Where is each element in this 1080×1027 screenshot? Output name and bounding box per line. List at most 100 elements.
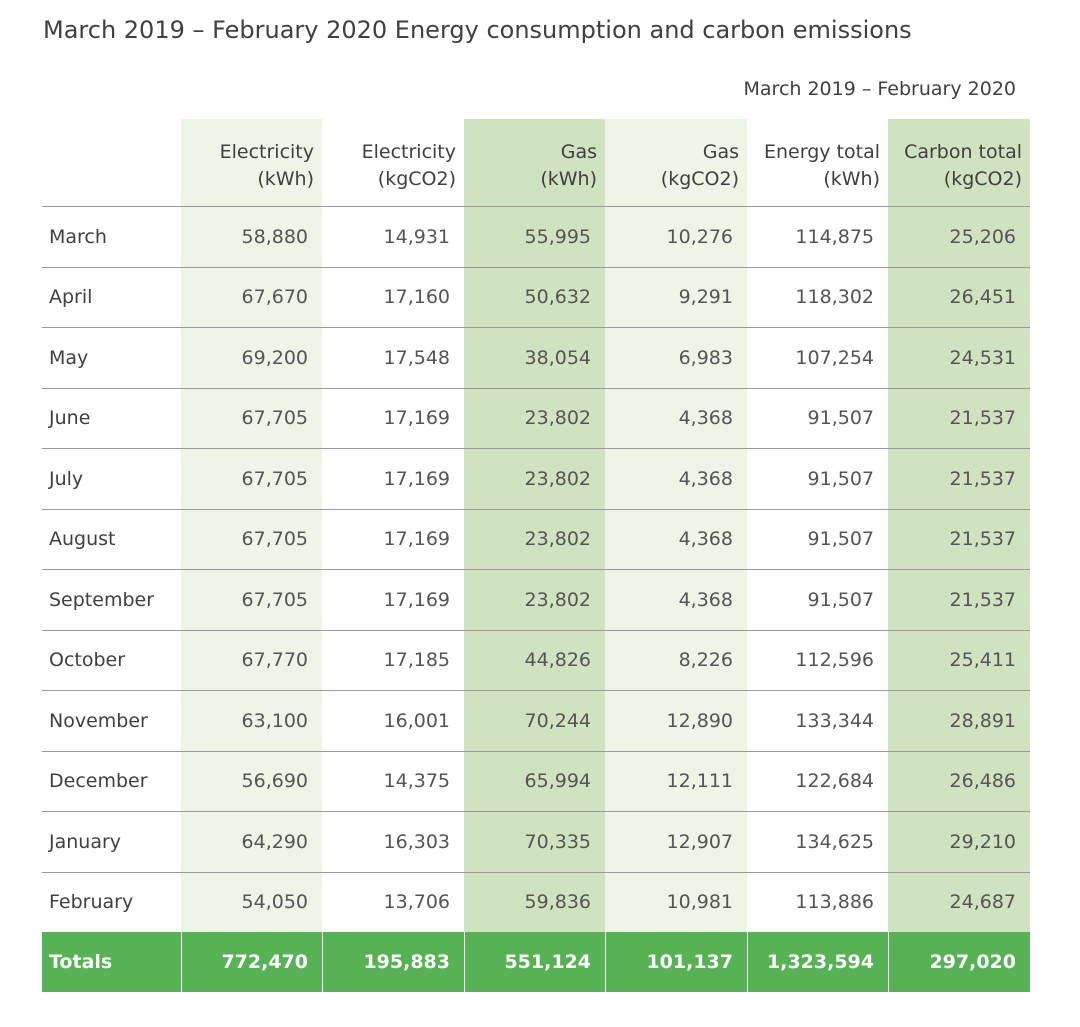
table-cell: 67,770 — [181, 629, 322, 690]
row-month-label: April — [42, 266, 181, 328]
table-cell: 17,169 — [322, 508, 464, 569]
table-row: December 56,690 14,375 65,994 12,111 122,684 2… — [42, 750, 1030, 812]
table-cell: 17,548 — [322, 327, 464, 388]
row-month-label: March — [42, 206, 181, 267]
table-cell: 59,836 — [464, 871, 605, 932]
table-cell: 54,050 — [181, 871, 322, 932]
energy-table: Electricity (kWh) Electricity (kgCO2) Gas (kW… — [42, 119, 1030, 992]
table-cell: 67,705 — [181, 508, 322, 569]
row-month-label: December — [42, 750, 181, 812]
column-header-unit: (kgCO2) — [660, 168, 739, 190]
table-row: February 54,050 13,706 59,836 10,981 113,886 2… — [42, 871, 1030, 933]
table-cell: 17,169 — [322, 569, 464, 630]
table-cell: 16,001 — [322, 690, 464, 751]
totals-label: Totals — [49, 951, 113, 973]
table-cell: 70,244 — [464, 690, 605, 751]
period-label: March 2019 – February 2020 — [743, 78, 1016, 100]
table-row: January 64,290 16,303 70,335 12,907 134,625 29… — [42, 811, 1030, 872]
table-cell: 25,206 — [888, 206, 1030, 267]
table-cell: 17,160 — [322, 266, 464, 327]
table-cell: 58,880 — [181, 206, 322, 267]
table-cell: 69,200 — [181, 327, 322, 388]
table-header-row: Electricity (kWh) Electricity (kgCO2) Gas (kW… — [42, 119, 1030, 206]
table-cell: 17,169 — [322, 448, 464, 509]
table-cell: 14,931 — [322, 206, 464, 267]
table-cell: 91,507 — [747, 387, 888, 448]
row-month-label: September — [42, 569, 181, 630]
table-row: May 69,200 17,548 38,054 6,983 107,254 24,531 — [42, 327, 1030, 388]
table-cell: 4,368 — [605, 387, 747, 448]
table-cell: 21,537 — [888, 387, 1030, 448]
column-header: Electricity (kgCO2) — [322, 119, 464, 206]
row-month-label: May — [42, 327, 181, 388]
table-cell: 25,411 — [888, 629, 1030, 690]
table-cell: 38,054 — [464, 327, 605, 388]
table-cell: 10,981 — [605, 871, 747, 932]
totals-row: Totals 772,470 195,883 551,124 101,137 1,323,… — [42, 932, 1030, 992]
table-cell: 9,291 — [605, 266, 747, 327]
table-cell: 14,375 — [322, 750, 464, 811]
table-cell: 12,907 — [605, 811, 747, 872]
table-cell: 4,368 — [605, 508, 747, 569]
table-cell: 13,706 — [322, 871, 464, 932]
column-header-unit: (kWh) — [540, 168, 597, 190]
table-cell: 67,705 — [181, 569, 322, 630]
column-header-label: Electricity — [361, 141, 456, 163]
table-cell: 28,891 — [888, 690, 1030, 751]
column-header-label: Gas — [702, 141, 739, 163]
table-cell: 113,886 — [747, 871, 888, 932]
totals-cell: 101,137 — [605, 932, 747, 992]
table-cell: 64,290 — [181, 811, 322, 872]
table-cell: 21,537 — [888, 569, 1030, 630]
column-header: Gas (kWh) — [464, 119, 605, 206]
row-month-label: August — [42, 508, 181, 570]
table-cell: 23,802 — [464, 569, 605, 630]
table-cell: 50,632 — [464, 266, 605, 327]
table-cell: 6,983 — [605, 327, 747, 388]
table-row: June 67,705 17,169 23,802 4,368 91,507 21,537 — [42, 387, 1030, 448]
table-cell: 10,276 — [605, 206, 747, 267]
table-cell: 26,451 — [888, 266, 1030, 327]
column-header: Gas (kgCO2) — [605, 119, 747, 206]
table-cell: 55,995 — [464, 206, 605, 267]
row-month-label: January — [42, 811, 181, 872]
totals-cell: 195,883 — [322, 932, 464, 992]
table-cell: 17,169 — [322, 387, 464, 448]
table-cell: 44,826 — [464, 629, 605, 690]
table-cell: 67,705 — [181, 387, 322, 448]
row-month-label: February — [42, 871, 181, 933]
column-header-unit: (kWh) — [823, 168, 880, 190]
column-header-unit: (kgCO2) — [943, 168, 1022, 190]
table-row: November 63,100 16,001 70,244 12,890 133,344 2… — [42, 690, 1030, 751]
row-month-label: July — [42, 448, 181, 509]
table-row: April 67,670 17,160 50,632 9,291 118,302 26,45… — [42, 266, 1030, 328]
row-month-label: October — [42, 629, 181, 691]
column-header-label: Energy total — [763, 141, 880, 163]
column-header: Carbon total (kgCO2) — [888, 119, 1030, 206]
table-cell: 4,368 — [605, 569, 747, 630]
table-cell: 21,537 — [888, 448, 1030, 509]
table-cell: 24,531 — [888, 327, 1030, 388]
table-row: August 67,705 17,169 23,802 4,368 91,507 21,53… — [42, 508, 1030, 570]
table-cell: 91,507 — [747, 569, 888, 630]
page-title: March 2019 – February 2020 Energy consum… — [43, 16, 912, 44]
table-cell: 134,625 — [747, 811, 888, 872]
table-cell: 12,111 — [605, 750, 747, 811]
table-cell: 67,705 — [181, 448, 322, 509]
table-cell: 114,875 — [747, 206, 888, 267]
table-cell: 65,994 — [464, 750, 605, 811]
table-cell: 21,537 — [888, 508, 1030, 569]
table-cell: 107,254 — [747, 327, 888, 388]
table-cell: 112,596 — [747, 629, 888, 690]
table-cell: 91,507 — [747, 508, 888, 569]
table-row: July 67,705 17,169 23,802 4,368 91,507 21,537 — [42, 448, 1030, 509]
table-cell: 91,507 — [747, 448, 888, 509]
table-cell: 122,684 — [747, 750, 888, 811]
table-cell: 67,670 — [181, 266, 322, 327]
totals-cell: 1,323,594 — [747, 932, 888, 992]
table-cell: 23,802 — [464, 448, 605, 509]
table-cell: 23,802 — [464, 387, 605, 448]
table-cell: 12,890 — [605, 690, 747, 751]
column-header: Energy total (kWh) — [747, 119, 888, 206]
column-header: Electricity (kWh) — [181, 119, 322, 206]
